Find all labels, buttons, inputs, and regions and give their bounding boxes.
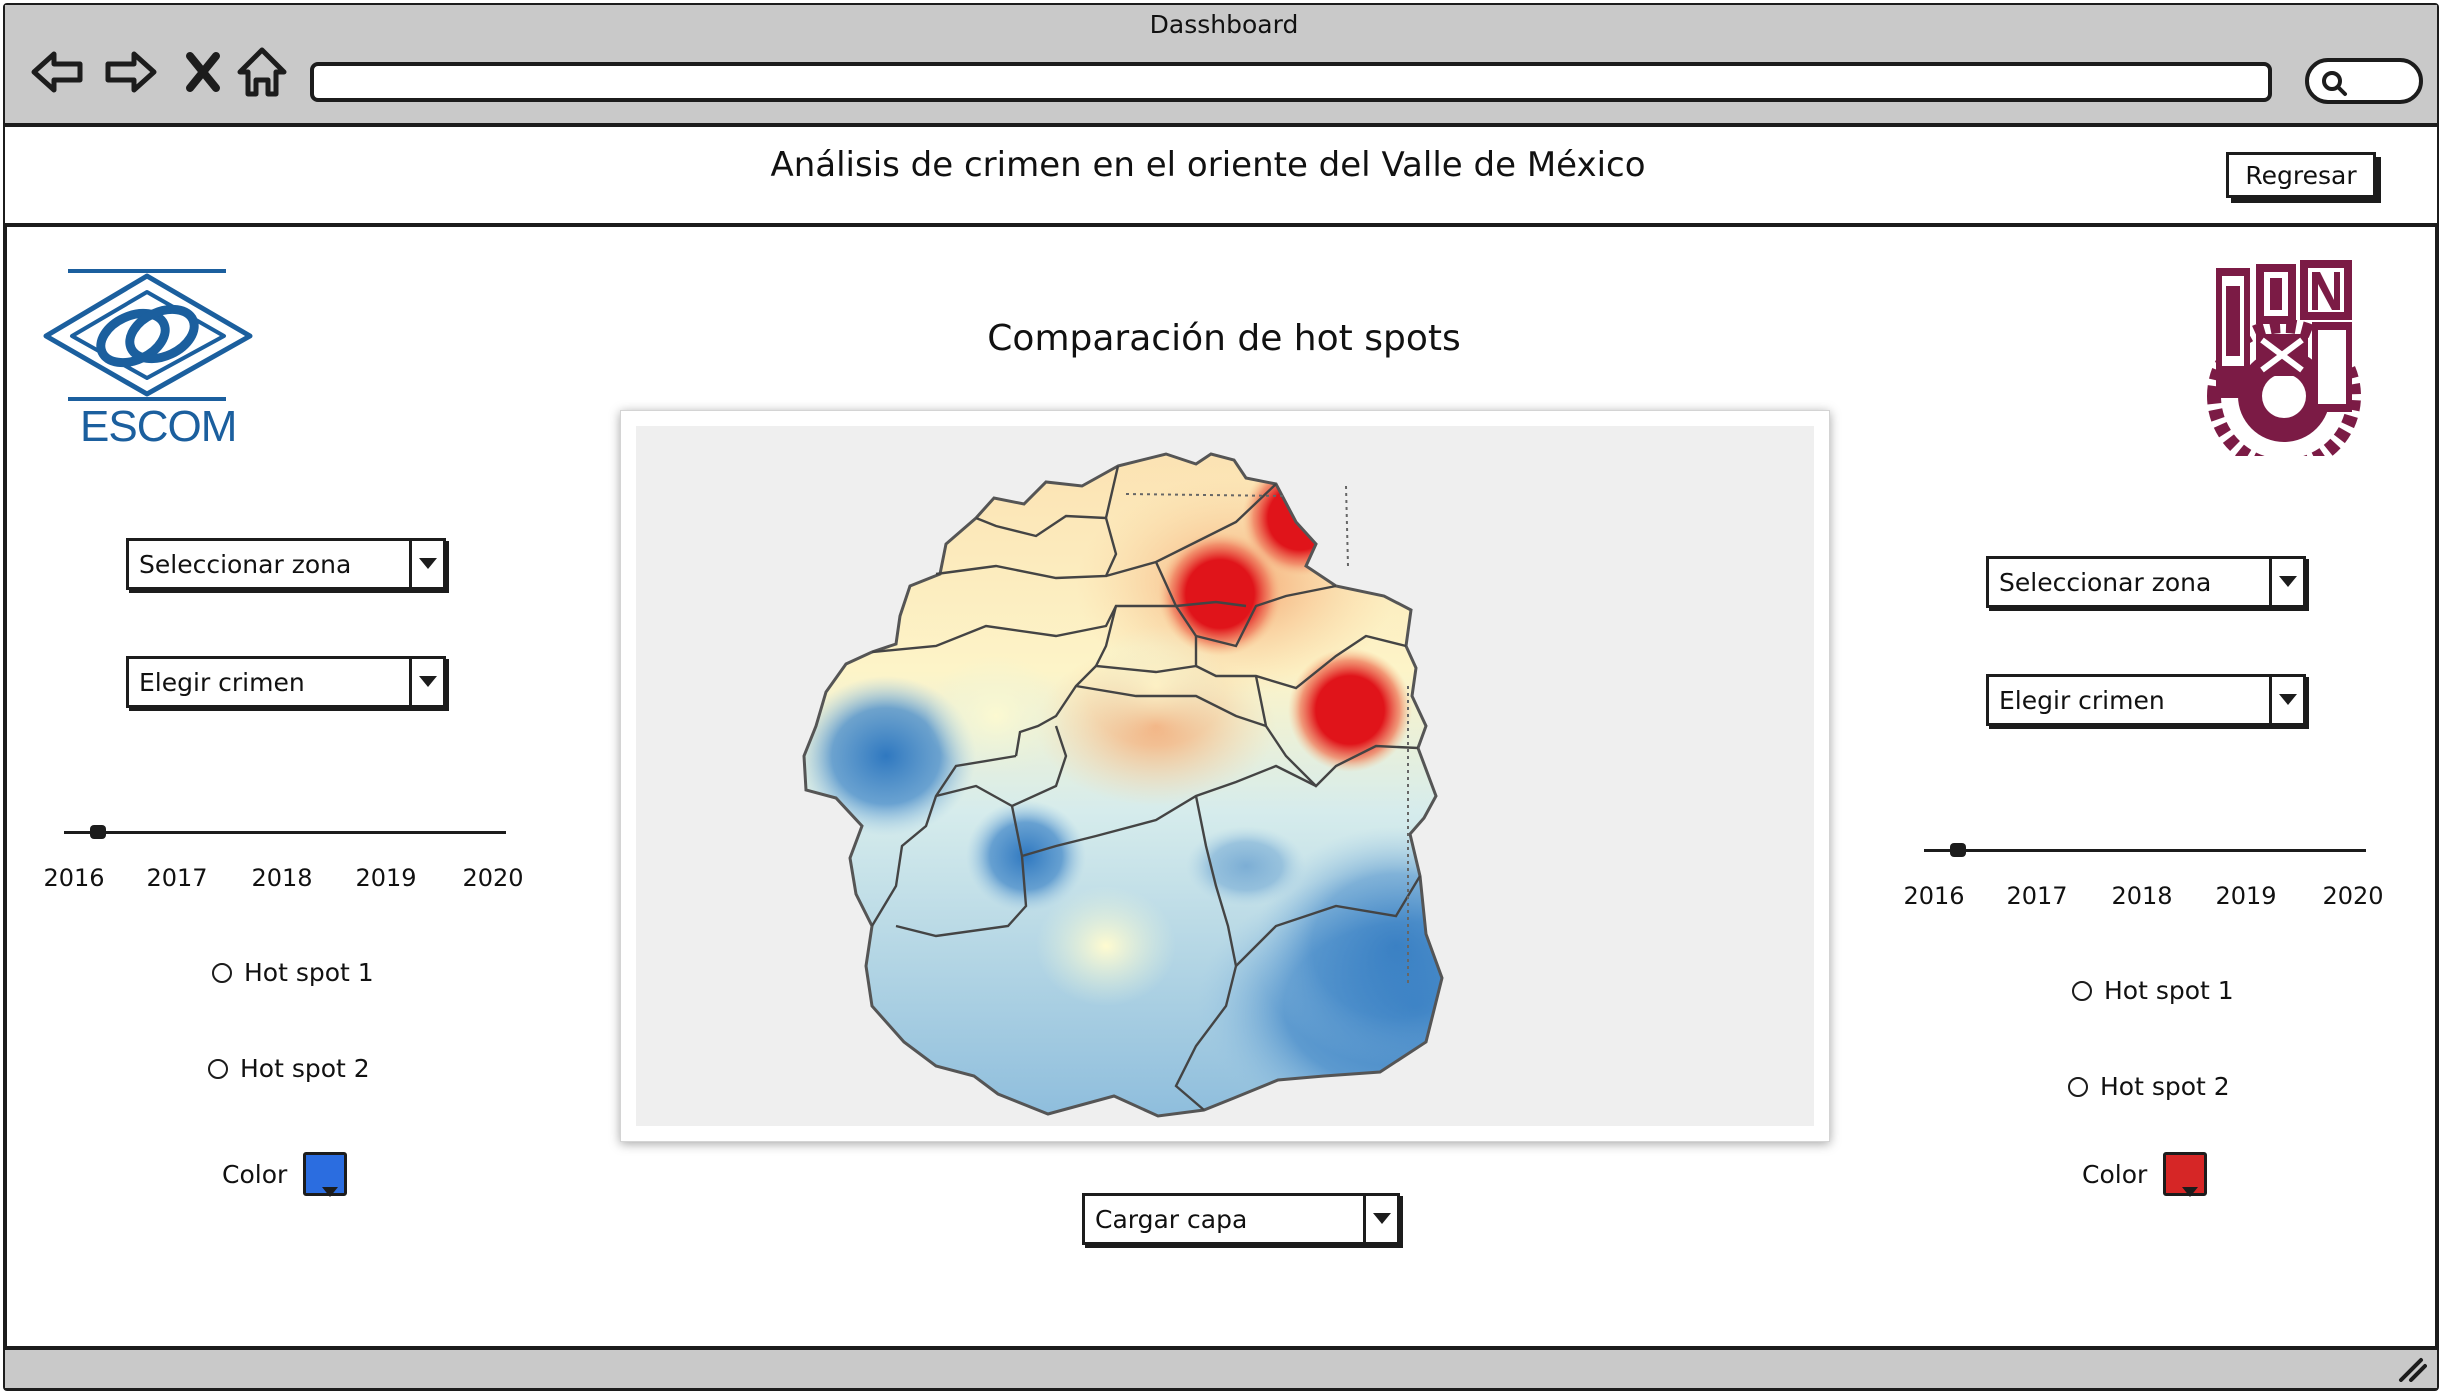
window-title: Dasshboard	[1149, 10, 1299, 39]
year-slider-left[interactable]	[64, 831, 506, 834]
color-picker-left[interactable]: Color	[222, 1152, 348, 1197]
heatmap-panel	[620, 410, 1830, 1142]
chevron-down-icon[interactable]	[2269, 677, 2303, 723]
chevron-down-icon[interactable]	[409, 541, 443, 587]
hotspot-1-option-left[interactable]: Hot spot 1	[212, 958, 374, 987]
arrow-right-icon[interactable]	[102, 44, 158, 100]
year-tick: 2020	[2322, 882, 2384, 910]
crime-select-right[interactable]: Elegir crimen	[1986, 674, 2306, 726]
year-slider-right[interactable]	[1924, 849, 2366, 852]
color-swatch-red[interactable]	[2163, 1152, 2208, 1197]
close-icon[interactable]	[176, 44, 232, 100]
map-canvas[interactable]	[636, 426, 1814, 1126]
search-field[interactable]	[2305, 58, 2423, 104]
year-tick: 2017	[146, 864, 208, 892]
status-bar	[5, 1346, 2437, 1388]
year-tick: 2018	[251, 864, 313, 892]
hotspot-2-label: Hot spot 2	[240, 1054, 370, 1083]
escom-emblem-icon	[43, 269, 253, 401]
zone-select-left[interactable]: Seleccionar zona	[126, 538, 446, 590]
crime-select-label: Elegir crimen	[1999, 686, 2165, 715]
chevron-down-icon[interactable]	[1363, 1196, 1397, 1242]
year-slider-thumb-right[interactable]	[1950, 843, 1966, 857]
hotspot-1-label: Hot spot 1	[2104, 976, 2234, 1005]
color-label: Color	[2082, 1159, 2148, 1189]
resize-grip-icon[interactable]	[2397, 1356, 2427, 1382]
hotspot-2-option-right[interactable]: Hot spot 2	[2068, 1072, 2230, 1101]
load-layer-label: Cargar capa	[1095, 1205, 1248, 1234]
district-borders	[870, 465, 1422, 1111]
crime-select-left[interactable]: Elegir crimen	[126, 656, 446, 708]
escom-logo-text: ESCOM	[80, 402, 237, 451]
zone-select-label: Seleccionar zona	[139, 550, 352, 579]
load-layer-select[interactable]: Cargar capa	[1082, 1193, 1400, 1245]
year-tick: 2018	[2111, 882, 2173, 910]
hotspot-2-label: Hot spot 2	[2100, 1072, 2230, 1101]
crime-heatmap	[802, 452, 1444, 1118]
ipn-logo	[2196, 256, 2372, 473]
address-bar[interactable]	[310, 62, 2272, 102]
home-icon[interactable]	[234, 44, 290, 100]
hotspot-1-option-right[interactable]: Hot spot 1	[2072, 976, 2234, 1005]
radio-button[interactable]	[2068, 1076, 2088, 1097]
section-title: Comparación de hot spots	[987, 318, 1461, 359]
hotspot-1-label: Hot spot 1	[244, 958, 374, 987]
radio-button[interactable]	[212, 962, 232, 983]
crime-select-label: Elegir crimen	[139, 668, 305, 697]
search-icon	[2322, 71, 2347, 96]
escom-logo: ESCOM	[40, 268, 260, 458]
page-title: Análisis de crimen en el oriente del Val…	[770, 145, 1646, 185]
chevron-down-icon[interactable]	[2269, 559, 2303, 605]
year-slider-thumb-left[interactable]	[90, 825, 106, 839]
arrow-left-icon[interactable]	[30, 44, 86, 100]
year-tick: 2017	[2006, 882, 2068, 910]
hotspot-2-option-left[interactable]: Hot spot 2	[208, 1054, 370, 1083]
zone-select-right[interactable]: Seleccionar zona	[1986, 556, 2306, 608]
zone-select-label: Seleccionar zona	[1999, 568, 2212, 597]
back-button[interactable]: Regresar	[2226, 152, 2376, 198]
color-label: Color	[222, 1159, 288, 1189]
year-tick: 2019	[355, 864, 417, 892]
ipn-emblem-icon	[2206, 260, 2362, 473]
page-header	[5, 127, 2437, 227]
color-picker-right[interactable]: Color	[2082, 1152, 2208, 1197]
radio-button[interactable]	[208, 1058, 228, 1079]
year-tick: 2019	[2215, 882, 2277, 910]
radio-button[interactable]	[2072, 980, 2092, 1001]
color-swatch-blue[interactable]	[303, 1152, 348, 1197]
year-tick: 2016	[43, 864, 105, 892]
year-tick: 2020	[462, 864, 524, 892]
chevron-down-icon[interactable]	[409, 659, 443, 705]
year-tick: 2016	[1903, 882, 1965, 910]
